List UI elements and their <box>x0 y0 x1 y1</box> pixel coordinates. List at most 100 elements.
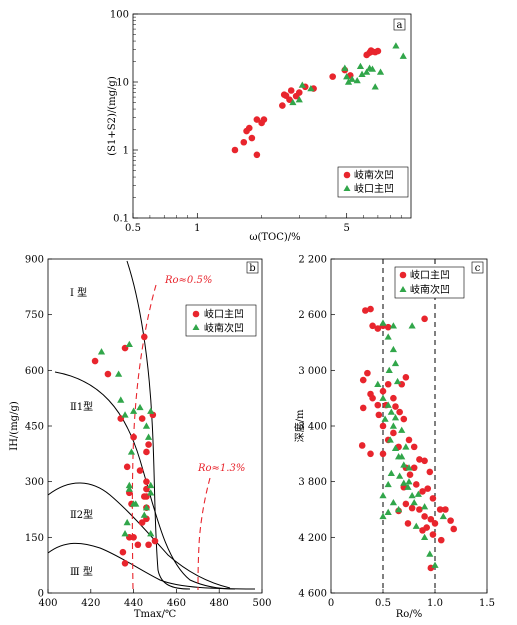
panel-c-point <box>421 315 428 323</box>
panel-c-legend-label-2: 岐南次凹 <box>410 283 450 296</box>
panel-c-point <box>400 479 408 486</box>
panel-c-point <box>359 376 367 384</box>
panel-b-point <box>115 370 123 377</box>
panel-b-ytick-label: 750 <box>25 310 44 321</box>
panel-b-xtick-label: 500 <box>252 598 271 609</box>
panel-a-point <box>392 42 400 49</box>
panel-a-point <box>253 116 261 123</box>
panel-c-point <box>393 377 402 385</box>
panel-c-legend-label-1: 岐口主凹 <box>410 269 450 282</box>
panel-c-point <box>402 443 410 450</box>
panel-c-point <box>389 345 397 353</box>
panel-c-points <box>358 305 458 572</box>
panel-b-point <box>142 504 151 511</box>
panel-b-point <box>147 530 155 537</box>
panel-b-legend-marker-triangle <box>192 324 200 330</box>
panel-a-point <box>279 102 286 109</box>
panel-a-point <box>295 89 303 96</box>
panel-c-point <box>381 415 389 422</box>
panel-c-point <box>410 443 418 451</box>
panel-c-point <box>391 414 400 421</box>
panel-c-xtick-label: 1.5 <box>479 598 495 609</box>
panel-b-xtick-label: 420 <box>81 598 100 609</box>
panel-c-point <box>384 401 392 408</box>
panel-c-point <box>410 464 418 472</box>
panel-a-ytick-label: 0.1 <box>113 214 129 225</box>
panel-c-point <box>379 450 387 458</box>
panel-c-point <box>379 512 387 520</box>
panel-a-point <box>363 68 371 75</box>
panel-a-xtick-label: 1 <box>194 223 200 234</box>
panel-a-letter: a <box>397 20 403 31</box>
panel-a-ylabel: (S1+S2)/(mg/g) <box>107 76 118 156</box>
panel-c-ytick-label: 4 200 <box>298 533 327 544</box>
panel-a-point <box>356 62 365 70</box>
panel-c-point <box>387 408 395 415</box>
panel-a-frame <box>132 13 412 219</box>
panel-b-point <box>145 441 152 448</box>
panel-a-point <box>287 87 295 94</box>
panel-b-point <box>138 519 146 526</box>
panel-c-point <box>437 536 445 544</box>
panel-b-point <box>145 541 152 549</box>
panel-c-point <box>395 505 403 513</box>
panel-a-point <box>399 52 407 59</box>
panel-c-point <box>421 513 428 520</box>
panel-c-point <box>405 464 413 471</box>
panel-b-point <box>121 560 129 567</box>
panel-b-point <box>130 407 138 414</box>
panel-a-point <box>374 47 382 55</box>
panel-c-letter: c <box>475 263 481 274</box>
panel-b-ylabel: IH/(mg/g) <box>9 401 20 451</box>
panel-b-point <box>121 411 129 418</box>
panel-b-ytick-label: 600 <box>25 366 44 377</box>
panel-c-point <box>421 503 429 510</box>
panel-b-curve-type-I <box>126 260 191 590</box>
panel-b-legend-label-1: 岐口主凹 <box>204 308 244 321</box>
panel-c-point <box>384 508 392 515</box>
panel-b-point <box>123 463 131 471</box>
panel-a-xtick-label: 0.5 <box>125 223 141 234</box>
panel-b-point <box>141 333 148 341</box>
panel-c-point <box>384 480 392 488</box>
panel-b-point <box>132 500 140 507</box>
panel-b-point <box>143 448 150 456</box>
panel-c-point <box>410 498 418 506</box>
panel-b-point <box>125 485 133 492</box>
panel-a-point <box>376 68 385 75</box>
panel-c-point <box>421 533 429 541</box>
panel-b-ticks: 0 150 300 450 600 750 900 400 420 440 460 480 500 <box>25 255 272 610</box>
panel-c-point <box>389 498 397 506</box>
panel-c-point <box>439 512 447 520</box>
panel-c-point <box>423 524 430 531</box>
panel-c-point <box>396 408 403 416</box>
panel-b-point <box>138 415 146 422</box>
panel-a-point <box>341 64 349 71</box>
panel-b-point <box>125 481 133 489</box>
panel-a-point <box>371 83 379 90</box>
panel-c-point <box>396 472 404 479</box>
panel-a-ytick-label: 10 <box>116 78 129 89</box>
panel-b-curve-type-III <box>48 542 256 590</box>
panel-c-point <box>398 426 406 433</box>
panel-c-point <box>387 469 395 477</box>
panel-b-point <box>117 396 125 403</box>
panel-c-xtick-label: 1.0 <box>427 598 443 609</box>
panel-c-point <box>379 491 387 499</box>
panel-c-point <box>384 333 392 340</box>
panel-c-point <box>450 525 458 533</box>
panel-b-legend-box <box>185 304 257 337</box>
panel-a-points <box>231 42 407 159</box>
panel-c-point <box>431 561 439 568</box>
panel-b-ro-label-0.5: Ro≈0.5% <box>164 275 212 286</box>
panel-c-point <box>358 442 366 449</box>
panel-c-frame <box>330 258 488 594</box>
panel-a-point <box>358 70 366 77</box>
panel-c-point <box>386 436 394 443</box>
panel-c-point <box>447 517 454 524</box>
panel-a-ytick-label: 1 <box>123 146 129 157</box>
panel-b-xtick-label: 400 <box>38 598 57 609</box>
panel-b-point <box>97 348 106 355</box>
panel-a-point <box>298 81 306 88</box>
panel-c-point <box>436 506 444 513</box>
